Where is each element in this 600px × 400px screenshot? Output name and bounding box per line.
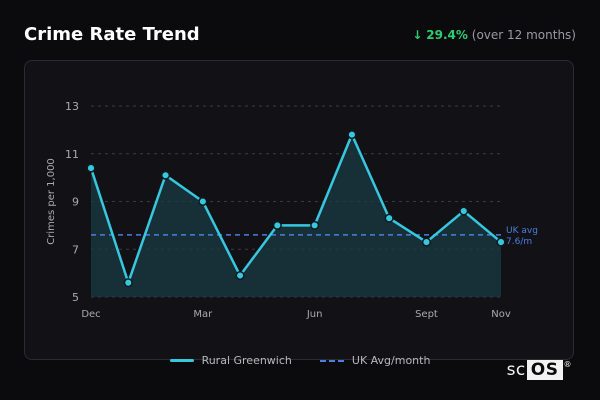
brand-logo: sc OS ® (506, 360, 572, 380)
series-line (89, 133, 502, 284)
series-line-group (89, 133, 502, 284)
data-point (160, 170, 171, 180)
data-point (272, 220, 282, 230)
legend-item-reference[interactable]: UK Avg/month (319, 354, 431, 367)
data-point (496, 237, 506, 247)
data-point (310, 220, 320, 230)
data-point (123, 278, 133, 288)
data-point (421, 237, 432, 247)
y-tick-label: 7 (72, 243, 79, 256)
down-arrow-icon: ↓ (412, 28, 423, 42)
legend-item-series[interactable]: Rural Greenwich (169, 354, 292, 367)
data-point (86, 163, 96, 173)
x-tick-label: Jun (306, 309, 323, 320)
chart-panel (24, 60, 574, 360)
series-points (86, 130, 506, 288)
y-tick-label: 5 (72, 291, 79, 304)
x-tick-label: Sept (415, 309, 438, 320)
series-area-fill (91, 134, 501, 297)
y-tick-label: 9 (72, 196, 79, 209)
legend-label-series: Rural Greenwich (201, 354, 292, 367)
data-point (198, 196, 208, 207)
x-tick-label: Mar (193, 309, 213, 320)
legend-swatch-reference (319, 359, 344, 362)
legend: Rural Greenwich UK Avg/month (0, 354, 600, 367)
reference-label-line2: 7.6/m (506, 237, 532, 247)
x-tick-label: Nov (491, 309, 511, 320)
page-title: Crime Rate Trend (24, 24, 200, 45)
axes: 5 7 9 11 13 Crimes per 1,000 Dec Mar Jun Sept Nov (46, 100, 511, 320)
data-point (235, 270, 245, 281)
data-point (459, 206, 469, 216)
reference-label-line1: UK avg (506, 226, 538, 236)
legend-swatch-series (169, 359, 194, 362)
y-axis-label: Crimes per 1,000 (46, 158, 57, 245)
change-value: 29.4% (426, 28, 468, 42)
legend-label-reference: UK Avg/month (351, 354, 431, 367)
change-summary: ↓ 29.4% (over 12 months) (412, 28, 576, 42)
change-period: (over 12 months) (471, 28, 576, 42)
y-tick-label: 11 (65, 148, 79, 161)
x-tick-label: Dec (81, 309, 100, 320)
data-point (347, 130, 357, 140)
y-tick-label: 13 (65, 100, 79, 113)
series-area (91, 134, 501, 297)
data-point (384, 213, 394, 223)
